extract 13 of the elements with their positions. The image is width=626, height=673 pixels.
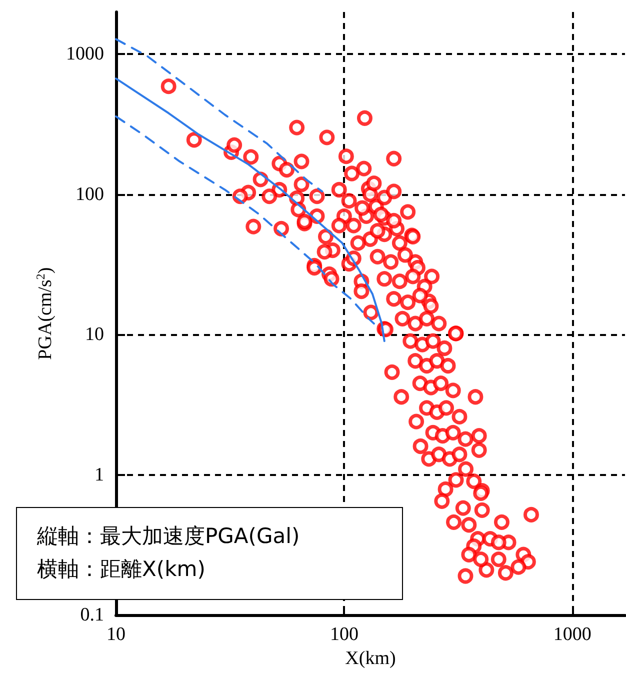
note-box: 縦軸：最大加速度PGA(Gal) 横軸：距離X(km)	[16, 507, 403, 600]
y-tick-label: 10	[85, 324, 104, 346]
x-axis-title: X(km)	[345, 648, 396, 669]
y-tick-label: 1000	[66, 44, 104, 65]
x-tick-label: 10	[106, 624, 126, 646]
annotation: 横軸：距離X(km)	[37, 556, 206, 583]
y-tick-label: 1	[94, 464, 104, 486]
x-tick-label: 1000	[553, 624, 592, 646]
y-tick-label: 0.1	[80, 604, 104, 626]
y-tick-label: 100	[76, 184, 104, 205]
y-axis-title: PGA(cm/s2)	[34, 267, 56, 360]
annotation: 縦軸：最大加速度PGA(Gal)	[37, 523, 301, 550]
x-tick-label: 100	[330, 624, 358, 646]
